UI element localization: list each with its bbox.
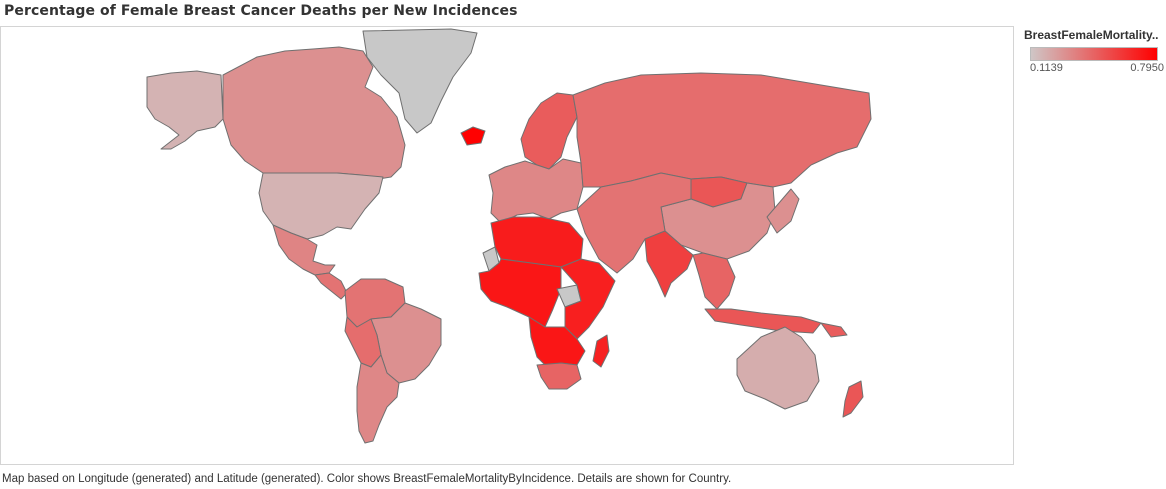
country-scandinavia[interactable]: Scandinavia	[520, 92, 578, 170]
country-canada[interactable]: Canada	[222, 46, 406, 180]
country-southeast-asia[interactable]: Southeast Asia	[692, 252, 736, 310]
country-russia[interactable]: Russia	[572, 72, 872, 188]
legend-max-label: 0.7950	[1130, 62, 1164, 74]
country-mexico[interactable]: Mexico	[272, 224, 336, 276]
country-europe[interactable]: Europe	[488, 158, 584, 224]
country-iceland[interactable]: Iceland	[460, 126, 486, 146]
country-united-states[interactable]: United States	[258, 172, 384, 240]
country-middle-east-central-asia[interactable]: Middle East / Central Asia	[576, 172, 692, 274]
country-australia[interactable]: Australia	[736, 326, 820, 410]
country-central-america[interactable]: Central America	[314, 272, 348, 300]
country-india[interactable]: India	[644, 230, 694, 298]
country-south-africa[interactable]: South Africa	[536, 362, 582, 390]
legend-min-label: 0.1139	[1030, 62, 1063, 74]
country-madagascar[interactable]: Madagascar	[592, 334, 610, 368]
chart-title: Percentage of Female Breast Cancer Death…	[4, 3, 518, 19]
world-map[interactable]: Greenland Alaska (United States)CanadaUni…	[1, 27, 1014, 465]
country-argentina-chile[interactable]: Argentina / Chile	[356, 354, 400, 444]
country-alaska-united-states[interactable]: Alaska (United States)	[146, 70, 224, 150]
country-japan-korea[interactable]: Japan / Korea	[766, 188, 800, 234]
country-new-zealand[interactable]: New Zealand	[842, 380, 864, 418]
map-area[interactable]: Greenland Alaska (United States)CanadaUni…	[0, 26, 1014, 465]
country-greenland[interactable]: Greenland	[362, 28, 478, 134]
color-legend: BreastFemaleMortality.. 0.1139 0.7950	[1024, 28, 1164, 75]
legend-title[interactable]: BreastFemaleMortality..	[1024, 28, 1159, 42]
country-pacific-islands[interactable]: Pacific Islands	[820, 322, 848, 338]
country-indonesia[interactable]: Indonesia	[704, 308, 822, 334]
map-caption: Map based on Longitude (generated) and L…	[2, 473, 732, 485]
legend-gradient-bar	[1030, 47, 1158, 61]
country-west-central-africa[interactable]: West / Central Africa	[478, 258, 562, 328]
